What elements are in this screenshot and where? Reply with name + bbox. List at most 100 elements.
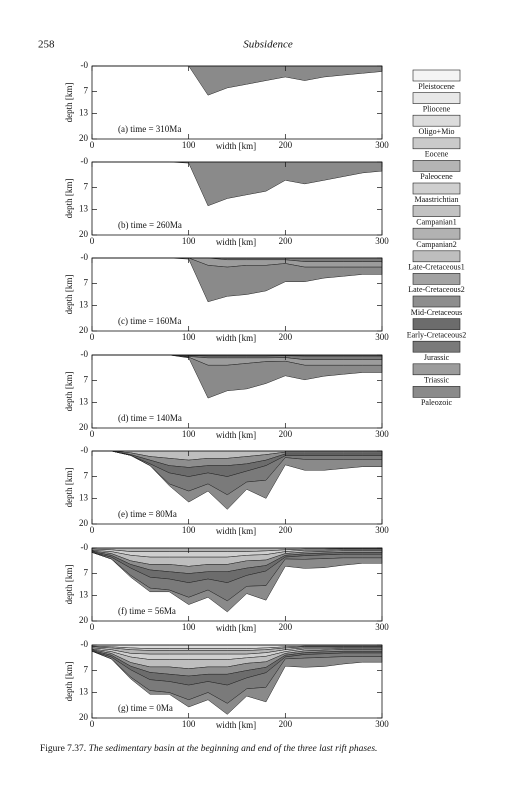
y-tick-label: 20 — [79, 615, 89, 625]
x-axis-label: width [km] — [216, 623, 256, 633]
x-tick-label: 100 — [182, 622, 196, 632]
legend-label: Eocene — [425, 150, 449, 159]
x-tick-label: 200 — [279, 140, 293, 150]
legend-swatch — [412, 205, 461, 217]
panel: -0 7 13 200 100 200 300 width [km] depth [km] (g)… — [64, 639, 389, 730]
x-tick-label: 100 — [182, 236, 196, 246]
y-tick-label: 20 — [79, 712, 89, 722]
legend-swatch — [412, 227, 461, 240]
legend-label: Campanian1 — [416, 217, 456, 226]
legend-label: Pleistocene — [418, 82, 455, 91]
panel: -0 7 13 200 100 200 300 width [km] depth [km] (b)… — [64, 156, 389, 247]
x-tick-label: 200 — [279, 332, 293, 342]
plot-frame — [91, 547, 383, 622]
legend-swatch — [412, 69, 461, 82]
y-tick-label: 13 — [79, 204, 89, 214]
x-tick-label: 300 — [375, 622, 389, 632]
legend-swatch — [412, 340, 461, 353]
y-tick-label: 7 — [84, 375, 89, 385]
x-tick-label: 0 — [90, 525, 95, 535]
panel: -0 7 13 200 100 200 300 width [km] depth [km] (f)… — [64, 542, 389, 633]
y-tick-label: -0 — [81, 542, 89, 552]
legend-swatch — [412, 386, 461, 398]
plot-frame — [91, 161, 383, 236]
legend-label: Late-Cretaceous2 — [408, 285, 464, 294]
x-tick-label: 0 — [90, 719, 95, 729]
y-tick-label: -0 — [81, 349, 89, 359]
y-tick-label: 20 — [79, 229, 89, 239]
panel: -0 7 13 200 100 200 300 width [km] depth [km] (a)… — [64, 60, 389, 151]
caption-label: Figure 7.37. — [40, 744, 86, 754]
y-tick-label: 13 — [79, 590, 89, 600]
y-tick-label: 20 — [79, 133, 89, 143]
y-tick-label: 7 — [84, 86, 89, 96]
y-tick-label: 13 — [79, 397, 89, 407]
panel: -0 7 13 200 100 200 300 width [km] depth [km] (e)… — [64, 445, 389, 536]
y-tick-label: 20 — [79, 422, 89, 432]
x-tick-label: 300 — [375, 719, 389, 729]
legend-label: Pliocene — [423, 104, 451, 113]
panel-title: (a) time = 310Ma — [118, 124, 181, 134]
x-tick-label: 0 — [90, 140, 95, 150]
caption-text: The sedimentary basin at the beginning a… — [89, 743, 378, 754]
y-tick-label: 13 — [79, 300, 89, 310]
legend-label: Campanian2 — [416, 240, 456, 249]
legend-swatch — [412, 160, 461, 172]
panel-title: (f) time = 56Ma — [118, 606, 176, 616]
legend-label: Triassic — [424, 376, 449, 385]
y-axis-label: depth [km] — [64, 83, 74, 123]
legend-label: Paleocene — [420, 172, 453, 181]
y-axis-label: depth [km] — [64, 565, 74, 605]
x-tick-label: 300 — [375, 332, 389, 342]
plot-frame — [91, 450, 383, 525]
y-tick-label: 20 — [79, 518, 89, 528]
legend-label: Paleozoic — [421, 398, 453, 407]
running-title: Subsidence — [243, 39, 293, 51]
x-tick-label: 100 — [182, 332, 196, 342]
panel-title: (b) time = 260Ma — [118, 220, 182, 230]
x-tick-label: 200 — [279, 525, 293, 535]
legend-swatch — [412, 182, 461, 195]
x-tick-label: 300 — [375, 429, 389, 439]
plot-frame — [91, 354, 383, 429]
plot-frame — [91, 644, 383, 719]
legend-label: Mid-Cretaceous — [411, 308, 463, 317]
x-tick-label: 0 — [90, 429, 95, 439]
legend-swatch — [412, 363, 461, 376]
x-tick-label: 300 — [375, 140, 389, 150]
x-tick-label: 100 — [182, 525, 196, 535]
legend-label: Maastrichtian — [415, 195, 459, 204]
y-tick-label: 13 — [79, 687, 89, 697]
x-tick-label: 100 — [182, 140, 196, 150]
legend-swatch — [412, 250, 461, 263]
legend-swatch — [412, 295, 461, 308]
y-axis-label: depth [km] — [64, 468, 74, 508]
x-tick-label: 0 — [90, 236, 95, 246]
plot-frame — [91, 257, 383, 332]
y-tick-label: 7 — [84, 568, 89, 578]
legend-label: Early-Cretaceous2 — [407, 330, 467, 339]
y-tick-label: 7 — [84, 278, 89, 288]
y-tick-label: 7 — [84, 182, 89, 192]
panel: -0 7 13 200 100 200 300 width [km] depth [km] (c)… — [64, 252, 389, 343]
panel-title: (c) time = 160Ma — [118, 316, 181, 326]
y-tick-label: 20 — [79, 325, 89, 335]
y-axis-label: depth [km] — [64, 662, 74, 702]
y-axis-label: depth [km] — [64, 372, 74, 412]
y-tick-label: 7 — [84, 665, 89, 675]
x-tick-label: 100 — [182, 719, 196, 729]
y-tick-label: -0 — [81, 639, 89, 649]
x-tick-label: 200 — [279, 622, 293, 632]
x-axis-label: width [km] — [216, 720, 256, 730]
x-axis-label: width [km] — [216, 430, 256, 440]
y-axis-label: depth [km] — [64, 275, 74, 315]
panel-title: (g) time = 0Ma — [118, 703, 173, 713]
x-tick-label: 300 — [375, 525, 389, 535]
legend-swatch — [412, 114, 461, 127]
x-axis-label: width [km] — [216, 333, 256, 343]
x-axis-label: width [km] — [216, 237, 256, 247]
panel-title: (d) time = 140Ma — [118, 413, 182, 423]
x-tick-label: 0 — [90, 622, 95, 632]
